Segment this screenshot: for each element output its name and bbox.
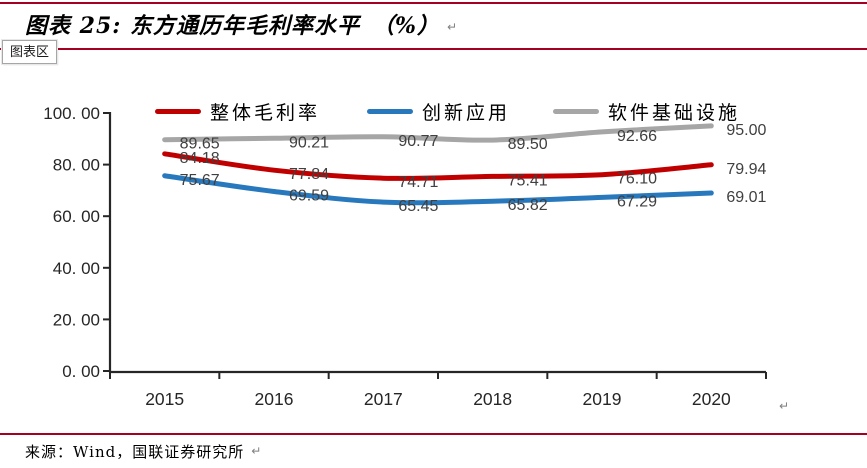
y-axis-tick-label: 20. 00 xyxy=(53,310,100,329)
series-line-0[interactable] xyxy=(162,151,714,181)
legend-label-0: 整体毛利率 xyxy=(210,101,321,124)
data-label-s0-p1: 77.84 xyxy=(289,166,329,183)
data-label-s2-p4: 92.66 xyxy=(617,128,657,145)
legend-swatch-0 xyxy=(155,108,201,114)
title-divider-rule xyxy=(0,48,867,50)
data-label-s1-p3: 65.82 xyxy=(508,197,548,214)
legend-item-0[interactable]: 整体毛利率 xyxy=(155,98,320,124)
data-label-s1-p4: 67.29 xyxy=(617,193,657,210)
data-label-s0-p5: 79.94 xyxy=(726,161,766,178)
figure-title-text: 图表 25: 东方通历年毛利率水平 （%） xyxy=(25,13,440,39)
top-divider-rule xyxy=(0,2,867,4)
source-text: 来源：Wind，国联证券研究所 xyxy=(25,443,245,461)
paragraph-return-mark: ↵ xyxy=(446,20,458,34)
x-axis-category-label: 2017 xyxy=(364,389,403,409)
legend-item-1[interactable]: 创新应用 xyxy=(367,98,510,124)
data-label-s2-p2: 90.77 xyxy=(398,133,438,150)
legend-swatch-2 xyxy=(553,108,599,114)
y-axis-tick-label: 60. 00 xyxy=(53,207,100,226)
data-label-s1-p2: 65.45 xyxy=(398,198,438,215)
y-axis-tick-label: 100. 00 xyxy=(43,104,100,123)
series-line-2[interactable] xyxy=(162,123,714,143)
x-axis-category-label: 2019 xyxy=(583,389,622,409)
paragraph-return-mark: ↵ xyxy=(251,444,262,458)
data-label-s2-p0: 89.65 xyxy=(180,136,220,153)
x-axis-category-label: 2016 xyxy=(255,389,294,409)
data-label-s1-p0: 75.67 xyxy=(180,172,220,189)
data-label-s1-p1: 69.59 xyxy=(289,187,329,204)
series-line-1[interactable] xyxy=(162,173,714,206)
y-axis-tick-label: 0. 00 xyxy=(62,362,100,381)
y-axis-tick-label: 40. 00 xyxy=(53,259,100,278)
data-label-s0-p2: 74.71 xyxy=(398,174,438,191)
data-label-s0-p3: 75.41 xyxy=(508,172,548,189)
data-label-s2-p1: 90.21 xyxy=(289,134,329,151)
legend-label-2: 软件基础设施 xyxy=(608,101,741,124)
chart-legend: 整体毛利率 创新应用 软件基础设施 xyxy=(0,98,867,124)
x-axis-category-label: 2015 xyxy=(145,389,184,409)
y-axis-tick-label: 80. 00 xyxy=(53,156,100,175)
data-label-s2-p5: 95.00 xyxy=(726,122,766,139)
data-label-s2-p3: 89.50 xyxy=(508,136,548,153)
paragraph-return-mark: ↵ xyxy=(779,399,790,413)
data-label-s0-p4: 76.10 xyxy=(617,171,657,188)
data-label-s0-p0: 84.18 xyxy=(180,150,220,167)
chart-area-tooltip: 图表区 xyxy=(0,39,59,65)
data-label-s1-p5: 69.01 xyxy=(726,189,766,206)
figure-title: 图表 25: 东方通历年毛利率水平 （%） ↵ xyxy=(25,8,457,40)
bottom-divider-rule xyxy=(0,433,867,435)
source-note: 来源：Wind，国联证券研究所 ↵ xyxy=(25,441,261,462)
legend-swatch-1 xyxy=(367,108,413,114)
x-axis-category-label: 2020 xyxy=(692,389,731,409)
x-axis-category-label: 2018 xyxy=(473,389,512,409)
legend-label-1: 创新应用 xyxy=(422,101,511,124)
legend-item-2[interactable]: 软件基础设施 xyxy=(553,98,740,124)
